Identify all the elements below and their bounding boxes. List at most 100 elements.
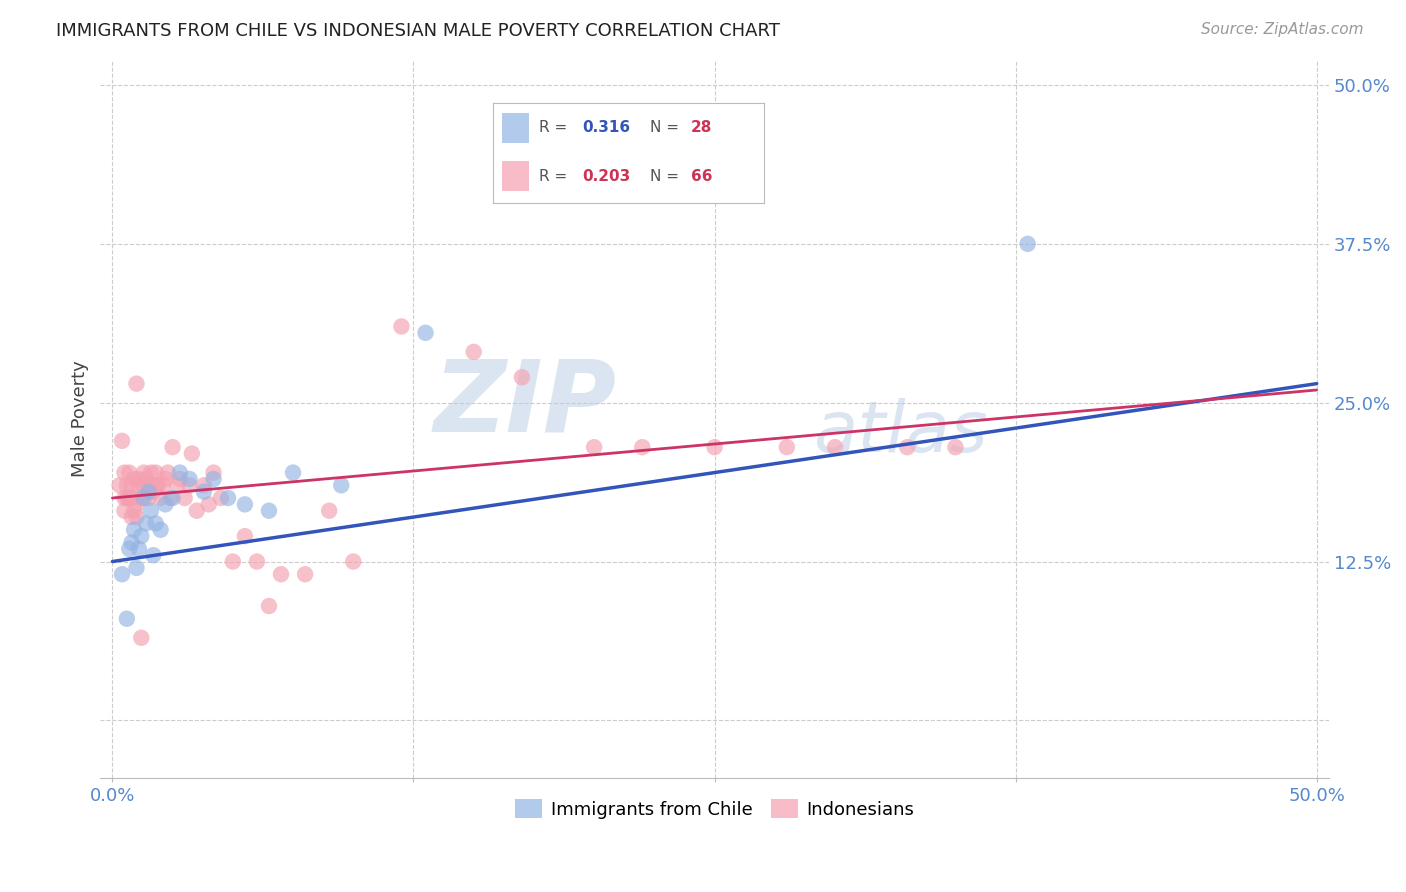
Point	[122, 504, 145, 518]
Point	[463, 344, 485, 359]
Point	[129, 491, 152, 505]
Point	[132, 491, 155, 505]
Point	[115, 478, 138, 492]
Text: ZIP: ZIP	[433, 356, 616, 453]
Legend: Immigrants from Chile, Indonesians: Immigrants from Chile, Indonesians	[508, 792, 922, 826]
Point	[162, 491, 184, 505]
Point	[108, 478, 131, 492]
Point	[186, 504, 208, 518]
Point	[114, 491, 136, 505]
Point	[233, 529, 256, 543]
Point	[146, 478, 169, 492]
Point	[159, 491, 181, 505]
Point	[135, 516, 157, 531]
Point	[149, 491, 172, 505]
Point	[125, 497, 148, 511]
Point	[122, 472, 145, 486]
Point	[257, 504, 280, 518]
Point	[145, 516, 167, 531]
Point	[217, 491, 239, 505]
Point	[132, 466, 155, 480]
Point	[128, 472, 150, 486]
Point	[162, 440, 184, 454]
Point	[129, 631, 152, 645]
Point	[318, 504, 340, 518]
Point	[111, 434, 134, 448]
Point	[209, 491, 232, 505]
Point	[128, 541, 150, 556]
Point	[824, 440, 846, 454]
Point	[149, 523, 172, 537]
Point	[114, 466, 136, 480]
Point	[197, 497, 219, 511]
Point	[257, 599, 280, 613]
Text: atlas: atlas	[813, 399, 987, 467]
Point	[152, 478, 174, 492]
Point	[121, 478, 143, 492]
Point	[945, 440, 967, 454]
Point	[233, 497, 256, 511]
Point	[173, 491, 195, 505]
Point	[180, 446, 202, 460]
Point	[169, 472, 191, 486]
Point	[121, 510, 143, 524]
Point	[118, 491, 141, 505]
Point	[125, 510, 148, 524]
Point	[138, 478, 160, 492]
Point	[139, 504, 162, 518]
Point	[281, 466, 304, 480]
Y-axis label: Male Poverty: Male Poverty	[72, 360, 89, 477]
Point	[179, 478, 201, 492]
Point	[135, 472, 157, 486]
Point	[121, 491, 143, 505]
Point	[128, 478, 150, 492]
Point	[193, 484, 215, 499]
Point	[142, 548, 165, 562]
Point	[222, 555, 245, 569]
Point	[179, 472, 201, 486]
Point	[139, 466, 162, 480]
Point	[155, 497, 177, 511]
Point	[145, 478, 167, 492]
Point	[1017, 236, 1039, 251]
Point	[129, 529, 152, 543]
Point	[415, 326, 437, 340]
Point	[166, 478, 188, 492]
Point	[246, 555, 269, 569]
Point	[132, 478, 155, 492]
Point	[125, 376, 148, 391]
Point	[115, 612, 138, 626]
Point	[703, 440, 725, 454]
Point	[270, 567, 292, 582]
Point	[115, 491, 138, 505]
Point	[155, 472, 177, 486]
Point	[125, 561, 148, 575]
Point	[142, 484, 165, 499]
Point	[118, 541, 141, 556]
Point	[342, 555, 364, 569]
Point	[391, 319, 413, 334]
Point	[121, 535, 143, 549]
Text: Source: ZipAtlas.com: Source: ZipAtlas.com	[1201, 22, 1364, 37]
Point	[122, 523, 145, 537]
Point	[330, 478, 353, 492]
Point	[138, 491, 160, 505]
Point	[138, 484, 160, 499]
Point	[114, 504, 136, 518]
Text: IMMIGRANTS FROM CHILE VS INDONESIAN MALE POVERTY CORRELATION CHART: IMMIGRANTS FROM CHILE VS INDONESIAN MALE…	[56, 22, 780, 40]
Point	[294, 567, 316, 582]
Point	[169, 466, 191, 480]
Point	[193, 478, 215, 492]
Point	[776, 440, 799, 454]
Point	[156, 466, 179, 480]
Point	[118, 466, 141, 480]
Point	[202, 466, 225, 480]
Point	[111, 567, 134, 582]
Point	[631, 440, 654, 454]
Point	[118, 491, 141, 505]
Point	[896, 440, 918, 454]
Point	[583, 440, 606, 454]
Point	[145, 466, 167, 480]
Point	[202, 472, 225, 486]
Point	[510, 370, 533, 384]
